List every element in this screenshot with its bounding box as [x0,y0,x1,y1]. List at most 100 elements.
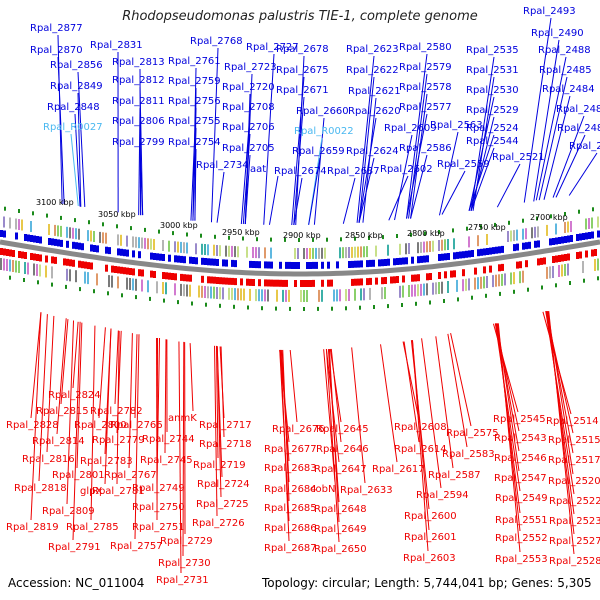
bottom-cog-stripe [519,271,521,284]
bottom-strand-feature [351,278,354,286]
bottom-strand-feature [438,272,441,279]
top-label-leader-line [535,56,567,201]
bottom-label-leader-line [351,347,366,484]
top-strand-feature [585,232,588,240]
outer-tick-mark [284,237,286,242]
top-label-leader-line [293,96,305,226]
bottom-cog-stripe [465,278,467,291]
bottom-cog-stripe [414,284,416,297]
top-strand-feature [444,253,447,261]
top-gene-label: Rpal_2813 [112,57,165,68]
bottom-cog-stripe [417,284,419,297]
bottom-cog-stripe [447,281,449,293]
inner-tick-mark [499,291,501,296]
top-strand-feature [522,242,525,250]
bottom-strand-feature [66,258,69,266]
top-strand-feature [255,261,258,269]
outer-tick-mark [228,235,230,240]
top-cog-stripe [180,241,182,253]
bottom-label-leader-line [60,319,69,405]
bottom-cog-stripe [126,277,128,290]
top-strand-feature [588,232,591,239]
top-cog-stripe [183,242,185,254]
inner-tick-mark [79,287,81,292]
bottom-strand-feature [123,267,126,275]
bottom-strand-feature [183,274,186,282]
bottom-cog-stripe [564,264,566,276]
top-strand-feature [579,233,582,241]
bottom-cog-stripe [108,275,110,288]
bottom-cog-stripe [477,277,479,290]
top-gene-label: Rpal_2579 [399,62,452,73]
top-cog-stripe [126,235,128,247]
outer-tick-mark [396,234,398,238]
top-cog-stripe [429,241,431,252]
bottom-gene-label: Rpal_2515 [548,435,600,446]
bottom-gene-label: Rpal_2600 [404,511,457,522]
bottom-label-leader-line [411,340,429,552]
top-strand-feature [516,243,519,251]
top-strand-feature [426,255,429,263]
top-cog-stripe [117,234,119,246]
inner-tick-mark [387,304,389,309]
top-strand-feature [354,260,357,268]
bottom-strand-feature [474,267,477,275]
top-strand-feature [552,238,555,245]
top-strand-feature [315,261,318,269]
bottom-cog-stripe [165,282,167,295]
bottom-cog-stripe [198,285,200,298]
top-cog-stripe [306,248,308,259]
bottom-gene-label: Rpal_2750 [132,502,185,513]
bottom-strand-feature [576,252,579,259]
top-strand-feature [513,244,516,252]
bottom-gene-label: Rpal_2767 [104,470,157,481]
bottom-label-leader-line [134,334,138,419]
top-strand-feature [156,253,159,261]
bottom-strand-feature [357,278,360,286]
bottom-gene-label: Rpal_2547 [494,473,547,484]
top-cog-stripe [516,229,518,241]
top-cog-stripe [354,246,356,258]
top-label-leader-line [77,92,82,207]
top-strand-feature [396,258,399,265]
top-strand-feature [447,253,450,260]
bottom-strand-feature [282,279,285,287]
top-cog-stripe [564,222,566,233]
bottom-cog-stripe [162,282,164,294]
bottom-gene-label: Rpal_2745 [140,455,193,466]
bottom-strand-feature [216,277,219,284]
bottom-gene-label: Rpal_2816 [22,454,75,465]
outer-tick-mark [550,214,552,219]
top-cog-stripe [18,219,20,230]
bottom-cog-stripe [462,279,464,292]
top-cog-stripe [294,248,296,259]
top-strand-feature [384,259,387,266]
bottom-label-leader-line [38,314,48,482]
top-cog-stripe [150,238,152,250]
bottom-cog-stripe [426,283,428,296]
bottom-strand-feature [252,279,255,286]
outer-tick-mark [424,231,426,236]
inner-tick-mark [527,287,529,292]
top-cog-stripe [387,244,389,256]
top-strand-feature [558,237,561,244]
top-cog-stripe [405,243,407,255]
top-strand-feature [33,235,36,243]
bottom-cog-stripe [582,261,584,273]
bottom-label-leader-line [282,349,290,502]
bottom-label-leader-line [325,349,340,543]
top-strand-feature [420,255,423,263]
bottom-strand-feature [165,272,168,280]
bottom-strand-feature [54,256,57,264]
top-strand-feature [195,257,198,265]
top-strand-feature [162,254,165,261]
top-cog-stripe [321,247,323,259]
top-strand-feature [360,260,363,268]
bottom-strand-feature [285,279,288,287]
top-strand-feature [66,240,69,248]
top-strand-feature [138,251,141,259]
bottom-gene-label: Rpal_2645 [316,424,369,435]
bottom-gene-label: Rpal_2815 [36,406,89,417]
top-strand-feature [453,252,456,260]
top-cog-stripe [315,247,317,259]
